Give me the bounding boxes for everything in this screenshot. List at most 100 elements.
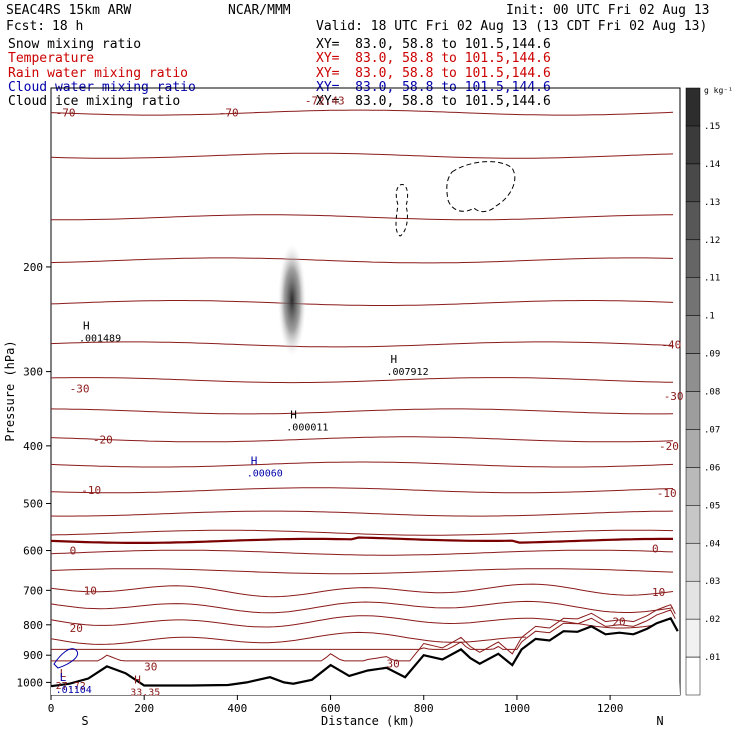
extremum-marker: L xyxy=(60,671,67,684)
colorbar: .01 .02 .03 .04 .05 .06 .07 .08 .09 .1 .11 .12 .13 .1… xyxy=(685,87,720,696)
temperature-isotherm-low xyxy=(51,604,676,662)
colorbar-tick-label: .15 xyxy=(704,122,720,132)
colorbar-swatch xyxy=(685,618,701,658)
colorbar-tick-label: .1 xyxy=(704,312,715,322)
extremum-marker: H xyxy=(290,409,297,422)
y-axis-title: Pressure (hPa) xyxy=(3,340,17,441)
temperature-contour-label: 10 xyxy=(652,586,665,599)
colorbar-swatch xyxy=(685,239,701,278)
y-axis-ticks: 200 300 400 500 600 700 800 900 1000 xyxy=(17,261,51,689)
temperature-isotherm xyxy=(50,152,674,159)
x-tick-label: 800 xyxy=(414,702,434,715)
x-tick-label: 1000 xyxy=(504,702,531,715)
colorbar-tick-label: .02 xyxy=(704,615,720,625)
cloud-ice-contour xyxy=(446,161,516,213)
zero-isotherm xyxy=(50,536,673,544)
y-tick-label: 300 xyxy=(23,366,43,379)
temperature-isotherm xyxy=(50,568,674,575)
temperature-contour-label: -10 xyxy=(81,484,101,497)
field-name-rain: Rain water mixing ratio xyxy=(8,66,189,81)
plot-area xyxy=(50,87,681,696)
y-tick-label: 200 xyxy=(23,261,43,274)
temperature-contour-label: -20 xyxy=(659,440,679,453)
x-tick-label: 400 xyxy=(227,702,247,715)
extrema-labels: H.001489H.007912H.000011H.00060H33.35L27… xyxy=(56,320,429,699)
colorbar-tick-label: .04 xyxy=(704,539,720,549)
x-tick-label: 1200 xyxy=(597,702,624,715)
temperature-contour-label: -10 xyxy=(657,487,677,500)
colorbar-tick-label: .01 xyxy=(704,653,720,663)
temperature-isotherm xyxy=(50,549,674,556)
x-axis-right-label: N xyxy=(656,714,663,728)
y-tick-label: 400 xyxy=(23,440,43,453)
colorbar-tick-label: .03 xyxy=(704,577,720,587)
temperature-contour-labels: -70 -70 -72.43 -40 -30 -30 -20 -20 -10 -10 0 0 10 10 2… xyxy=(56,95,684,674)
colorbar-units: g kg⁻¹ xyxy=(704,86,733,95)
colorbar-swatch xyxy=(685,505,701,544)
temperature-isotherm xyxy=(50,300,674,306)
terrain-surface xyxy=(50,616,679,688)
colorbar-swatch xyxy=(685,656,701,696)
lower-temperature-contours xyxy=(51,604,676,662)
temperature-isotherm xyxy=(50,377,674,384)
x-tick-label: 0 xyxy=(48,702,55,715)
extremum-marker: H xyxy=(251,455,258,468)
colorbar-tick-label: .13 xyxy=(704,198,720,208)
colorbar-tick-label: .11 xyxy=(704,274,720,284)
temperature-contour-label: -30 xyxy=(664,390,684,403)
colorbar-tick-label: .09 xyxy=(704,350,720,360)
temperature-contour-label: -70 xyxy=(219,107,239,120)
colorbar-tick-label: .12 xyxy=(704,236,720,246)
colorbar-swatch xyxy=(685,429,701,468)
temperature-isotherm xyxy=(50,257,674,264)
temperature-isotherm xyxy=(50,214,673,221)
colorbar-tick-label: .14 xyxy=(704,160,720,170)
colorbar-swatch xyxy=(685,277,701,316)
extremum-value: 27.72 xyxy=(56,681,86,692)
x-axis-left-label: S xyxy=(81,714,88,728)
forecast-hours: 18 h xyxy=(52,19,84,34)
y-tick-label: 700 xyxy=(23,584,43,597)
x-tick-label: 200 xyxy=(134,702,154,715)
colorbar-tick-label: .08 xyxy=(704,388,720,398)
field-name-cloud-ice: Cloud ice mixing ratio xyxy=(8,94,181,109)
terrain-fill xyxy=(51,618,680,695)
x-axis-ticks: 0 200 400 600 800 1000 1200 xyxy=(48,695,624,715)
extremum-marker: H xyxy=(83,320,90,333)
y-tick-label: 800 xyxy=(23,619,43,632)
temperature-contour-label: -70 xyxy=(56,107,76,120)
extremum-marker: H xyxy=(390,353,397,366)
temperature-contour-label: 0 xyxy=(652,542,659,555)
x-axis-title: Distance (km) xyxy=(321,714,415,728)
temperature-contour-label: -40 xyxy=(661,338,681,351)
extremum-value: .001489 xyxy=(79,334,121,345)
x-tick-label: 600 xyxy=(321,702,341,715)
colorbar-swatch xyxy=(685,87,701,127)
temperature-isotherm xyxy=(50,529,674,536)
temperature-contour-label: 20 xyxy=(70,622,83,635)
extremum-value: .01104 xyxy=(56,685,92,696)
model-name: SEAC4RS 15km ARW xyxy=(6,3,132,18)
temperature-isotherm xyxy=(50,510,674,517)
field-xy-rain: XY= 83.0, 58.8 to 101.5,144.6 xyxy=(316,66,551,81)
temperature-isotherm-low xyxy=(51,609,676,650)
extremum-marker: L xyxy=(60,667,67,680)
temperature-contour-label: 0 xyxy=(70,545,77,558)
temperature-contour-label: -72.43 xyxy=(305,95,345,108)
colorbar-swatch xyxy=(685,163,701,203)
colorbar-swatch xyxy=(685,125,701,165)
snow-mixing-shading xyxy=(278,244,306,356)
temperature-contour-label: -30 xyxy=(70,382,90,395)
temperature-isotherm xyxy=(50,487,674,494)
colorbar-tick-label: .05 xyxy=(704,501,720,511)
colorbar-swatch xyxy=(685,353,701,392)
temperature-isotherm xyxy=(50,408,674,415)
temperature-contour-label: 20 xyxy=(612,616,625,629)
y-tick-label: 500 xyxy=(23,497,43,510)
temperature-isotherm xyxy=(50,583,674,598)
temperature-contour-label: -20 xyxy=(93,433,113,446)
temperature-contour-label: 30 xyxy=(386,658,399,671)
cloud-water-contour xyxy=(53,648,78,669)
temperature-isotherm xyxy=(50,631,527,645)
